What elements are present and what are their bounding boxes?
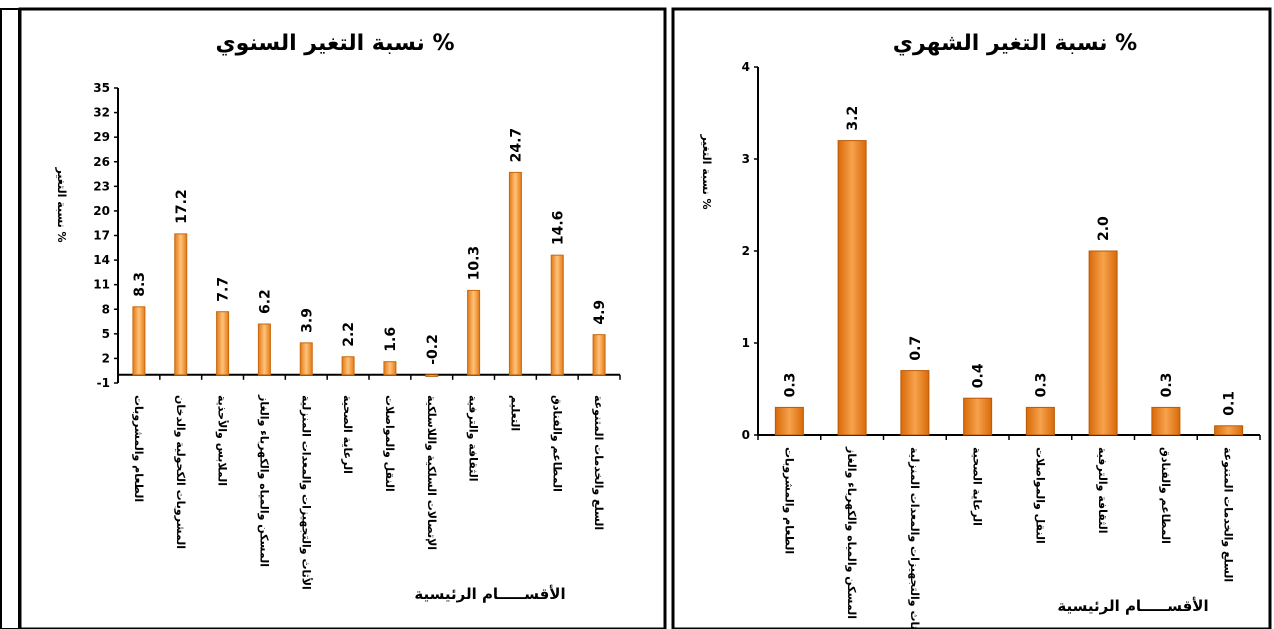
annual-y-tick-label: 32 — [93, 106, 110, 120]
monthly-bar — [963, 397, 993, 436]
annual-value-label: 14.6 — [550, 211, 566, 246]
monthly-y-tick-label: 3 — [742, 152, 750, 166]
monthly-y-axis-label: نسبة التغير % — [700, 133, 713, 209]
annual-category-label: الثقافة والترفية — [467, 395, 480, 482]
monthly-y-tick-label: 0 — [742, 428, 750, 442]
annual-category-label: الطعام والمشروبات — [132, 395, 145, 502]
annual-y-tick-label: 14 — [93, 253, 110, 267]
monthly-category-label: الأثاث والتجهيزات والمعدات المنزلية — [908, 447, 922, 629]
annual-y-tick-label: 5 — [102, 327, 110, 341]
monthly-plot-area: 0 1 2 3 4 0.3 الطعام والمشروبات 3.2 المسكن والمي… — [742, 60, 1261, 629]
left-edge-frame — [0, 8, 20, 629]
annual-category-label: الملابس والأحذية — [216, 395, 230, 486]
annual-value-label: 7.7 — [216, 277, 232, 302]
annual-value-label: 6.2 — [257, 289, 273, 314]
annual-value-label: 10.3 — [467, 246, 483, 281]
monthly-category-label: السلع والخدمات المتنوعة — [1222, 447, 1235, 582]
annual-bar — [508, 171, 522, 376]
annual-bar — [174, 233, 188, 376]
monthly-category-label: النقل والمواصلات — [1033, 447, 1046, 544]
monthly-value-label: 0.1 — [1222, 391, 1238, 416]
monthly-category-label: الطعام والمشروبات — [782, 447, 795, 554]
annual-value-label: 24.7 — [508, 128, 524, 163]
annual-plot-area: -1 2 5 8 11 14 17 20 23 26 29 32 35 8.3 الطعام والمشرو… — [93, 81, 621, 590]
annual-value-label: -0.2 — [425, 334, 441, 365]
annual-category-label: السلع والخدمات المتنوعة — [592, 395, 605, 530]
annual-bar — [592, 334, 606, 376]
annual-bar — [425, 374, 439, 377]
monthly-value-label: 0.3 — [782, 373, 798, 398]
annual-y-tick-label: 35 — [93, 81, 110, 95]
annual-category-label: المشروبات الكحولية والدخان — [174, 395, 187, 549]
annual-bar — [132, 306, 146, 376]
monthly-category-label: الثقافة والترفية — [1096, 447, 1109, 534]
monthly-value-label: 0.3 — [1033, 373, 1049, 398]
annual-bar — [257, 323, 271, 376]
monthly-bar — [1088, 250, 1118, 436]
annual-category-label: النقل والمواصلات — [383, 395, 396, 492]
annual-y-tick-label: 8 — [102, 302, 110, 316]
annual-bar — [383, 361, 397, 376]
monthly-y-tick-label: 4 — [742, 60, 750, 74]
annual-bar — [550, 254, 564, 376]
monthly-bar — [1214, 425, 1244, 436]
annual-y-tick-label: 23 — [93, 179, 110, 193]
annual-category-label: الإتصالات السلكية واللاسلكية — [425, 395, 438, 550]
monthly-category-label: المطاعم والفنادق — [1159, 447, 1172, 544]
monthly-value-label: 0.7 — [908, 336, 924, 361]
monthly-y-tick-label: 1 — [742, 336, 750, 350]
monthly-value-label: 0.3 — [1159, 373, 1175, 398]
monthly-value-label: 0.4 — [971, 363, 987, 388]
annual-value-label: 8.3 — [132, 272, 148, 297]
monthly-chart-frame — [671, 7, 1272, 629]
annual-bar — [299, 342, 313, 376]
annual-category-label: التعليم — [508, 395, 521, 431]
annual-category-label: الأثاث والتجهيزات والمعدات المنزلية — [299, 395, 313, 590]
annual-y-tick-label: 11 — [93, 278, 110, 292]
annual-bar — [341, 356, 355, 376]
monthly-bar — [900, 370, 930, 436]
monthly-category-label: الرعاية الصحية — [971, 447, 984, 526]
annual-category-label: الرعاية الصحية — [341, 395, 354, 474]
annual-chart-frame — [18, 7, 667, 629]
monthly-category-label: المسكن والمياه والكهرباء والغاز — [845, 446, 858, 619]
monthly-bar — [774, 406, 804, 436]
monthly-value-label: 3.2 — [845, 106, 861, 131]
monthly-bar — [837, 140, 867, 436]
monthly-y-tick-label: 2 — [742, 244, 750, 258]
annual-value-label: 1.6 — [383, 327, 399, 352]
annual-y-tick-label: 17 — [93, 229, 110, 243]
annual-x-axis-label: الأقســـــام الرئيسية — [414, 585, 565, 603]
annual-chart-title: نسبة التغير السنوي % — [216, 31, 455, 56]
annual-y-tick-label: 20 — [93, 204, 110, 218]
annual-category-label: المسكن والمياه والكهرباء والغاز — [257, 394, 270, 567]
monthly-bar — [1151, 406, 1181, 436]
annual-value-label: 4.9 — [592, 300, 608, 325]
monthly-chart-title: نسبة التغير الشهري % — [893, 31, 1137, 56]
annual-y-axis-label: نسبة التغير % — [55, 166, 68, 242]
annual-y-tick-label: 26 — [93, 155, 110, 169]
monthly-x-axis-label: الأقســـــام الرئيسية — [1057, 597, 1208, 615]
annual-bar — [216, 311, 230, 376]
monthly-value-label: 2.0 — [1096, 216, 1112, 241]
annual-value-label: 3.9 — [299, 308, 315, 333]
annual-value-label: 2.2 — [341, 322, 357, 347]
annual-value-label: 17.2 — [174, 189, 190, 224]
annual-bar — [467, 289, 481, 376]
annual-y-tick-label: 2 — [102, 351, 110, 365]
annual-y-tick-label: 29 — [93, 130, 110, 144]
annual-category-label: المطاعم والفنادق — [550, 395, 563, 492]
monthly-bar — [1025, 406, 1055, 436]
annual-y-tick-label: -1 — [97, 376, 110, 390]
